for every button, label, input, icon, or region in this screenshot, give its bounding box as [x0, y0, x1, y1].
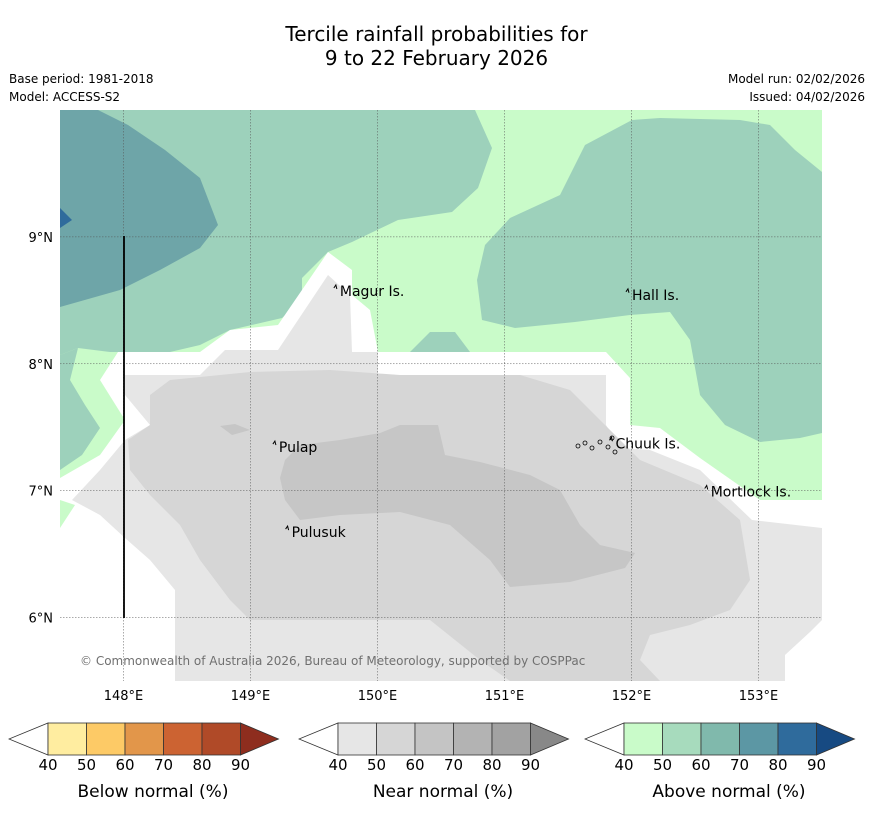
colorbar-tick-label: 60: [691, 756, 711, 774]
legend-near-label: Near normal (%): [372, 782, 514, 802]
colorbar-tick-label: 90: [230, 756, 251, 774]
colorbar-max-arrow: [530, 722, 570, 756]
colorbar-tick-label: 70: [153, 756, 174, 774]
axis-ticks: 148°E 149°E 150°E 151°E 152°E 153°E 9°N 8°N 7°N 6…: [29, 231, 779, 704]
colorbar-tick-label: 60: [405, 756, 425, 774]
legend-near-normal: 40 50 60 70 80 90 Near normal (%): [297, 720, 588, 810]
region-above-50-west: [60, 348, 100, 470]
colorbar-segment: [623, 722, 663, 756]
colorbar-tick-label: 40: [328, 756, 348, 774]
region-above-50-small: [410, 332, 470, 352]
place-label: Pulap: [279, 440, 318, 456]
colorbar-segment: [337, 722, 377, 756]
colorbar-tick-label: 80: [192, 756, 212, 774]
colorbar-segment: [201, 722, 241, 756]
region-near-50: [128, 370, 750, 681]
chuuk-islet: [605, 444, 611, 450]
colorbar-min-arrow: [7, 722, 49, 756]
copyright-text: © Commonwealth of Australia 2026, Bureau…: [80, 654, 585, 668]
colorbar-tick-label: 80: [482, 756, 502, 774]
island-mark: [625, 287, 630, 293]
colorbar-below: [7, 722, 280, 756]
model-run: Model run: 02/02/2026: [727, 72, 865, 86]
colorbar-segment: [491, 722, 531, 756]
colorbar-segment: [376, 722, 416, 756]
colorbar-segment: [124, 722, 164, 756]
region-near-60-small: [220, 424, 250, 435]
region-above-60: [60, 110, 218, 307]
issued-date: Issued: 04/02/2026: [749, 90, 865, 104]
colorbar-tick-label: 70: [729, 756, 750, 774]
place-label: Hall Is.: [632, 288, 679, 304]
colorbar-tick-label: 90: [806, 756, 827, 774]
chuuk-islet: [609, 435, 615, 441]
model-name: Model: ACCESS-S2: [9, 90, 121, 104]
colorbar-segment: [453, 722, 493, 756]
place-label: Mortlock Is.: [711, 484, 791, 500]
place-labels: Magur Is. Hall Is. Pulap Chuuk Is. Mortlock …: [279, 284, 791, 541]
colorbar-segment: [163, 722, 203, 756]
meta-right: Model run: 02/02/2026 Issued: 04/02/2026: [728, 70, 865, 106]
colorbar-tick-label: 40: [614, 756, 634, 774]
region-near-60: [280, 425, 635, 587]
x-tick-label: 152°E: [612, 689, 652, 704]
y-tick-label: 8°N: [29, 358, 54, 373]
meta-left: Base period: 1981-2018 Model: ACCESS-S2: [9, 70, 154, 106]
map-area: Magur Is. Hall Is. Pulap Chuuk Is. Mortlock …: [60, 110, 822, 681]
chart-title: Tercile rainfall probabilities for 9 to …: [0, 22, 873, 70]
colorbar-above: [583, 722, 856, 756]
legend-above-label: Above normal (%): [652, 782, 806, 802]
island-mark: [285, 524, 290, 531]
place-label: Chuuk Is.: [615, 436, 680, 452]
island-mark: [272, 439, 277, 446]
chuuk-islet: [582, 440, 588, 446]
island-markers: [272, 283, 709, 531]
title-line-1: Tercile rainfall probabilities for: [285, 22, 588, 46]
colorbar-tick-label: 90: [520, 756, 541, 774]
chuuk-islet: [597, 439, 603, 445]
colorbar-segment: [700, 722, 740, 756]
legend-below-label: Below normal (%): [77, 782, 229, 802]
chuuk-islet: [575, 443, 581, 449]
colorbar-segment: [47, 722, 87, 756]
place-label: Magur Is.: [340, 284, 405, 300]
colorbar-min-arrow: [583, 722, 625, 756]
colorbar-segment: [662, 722, 702, 756]
colorbar-segment: [739, 722, 779, 756]
place-label: Pulusuk: [292, 525, 347, 541]
base-period: Base period: 1981-2018: [9, 72, 154, 86]
colorbar-max-arrow: [816, 722, 856, 756]
y-tick-label: 6°N: [29, 612, 54, 627]
colorbar-segment: [777, 722, 817, 756]
x-tick-label: 151°E: [485, 689, 525, 704]
colorbar-tick-label: 50: [366, 756, 387, 774]
region-above-80: [60, 208, 72, 228]
title-line-2: 9 to 22 February 2026: [324, 46, 549, 70]
x-tick-label: 150°E: [358, 689, 398, 704]
x-tick-label: 148°E: [104, 689, 144, 704]
colorbar-segment: [86, 722, 126, 756]
chuuk-islet: [589, 445, 595, 451]
colorbar-tick-label: 40: [38, 756, 58, 774]
colorbar-tick-label: 70: [443, 756, 464, 774]
island-mark: [704, 484, 709, 490]
colorbar-max-arrow: [240, 722, 280, 756]
colorbar-min-arrow: [297, 722, 339, 756]
island-mark: [333, 283, 338, 290]
x-tick-label: 149°E: [231, 689, 271, 704]
colorbar-tick-label: 80: [768, 756, 788, 774]
colorbar-tick-label: 50: [652, 756, 673, 774]
colorbar-tick-label: 60: [115, 756, 135, 774]
colorbar-segment: [414, 722, 454, 756]
colorbar-near: [297, 722, 570, 756]
chuuk-islet: [612, 449, 618, 455]
legend-above-normal: 40 50 60 70 80 90 Above normal (%): [583, 720, 873, 810]
y-tick-label: 7°N: [29, 485, 54, 500]
x-tick-label: 153°E: [739, 689, 779, 704]
region-above-50-east: [477, 118, 822, 442]
legend-below-normal: 40 50 60 70 80 90 Below normal (%): [7, 720, 298, 810]
colorbar-tick-label: 50: [76, 756, 97, 774]
y-tick-label: 9°N: [29, 231, 54, 246]
